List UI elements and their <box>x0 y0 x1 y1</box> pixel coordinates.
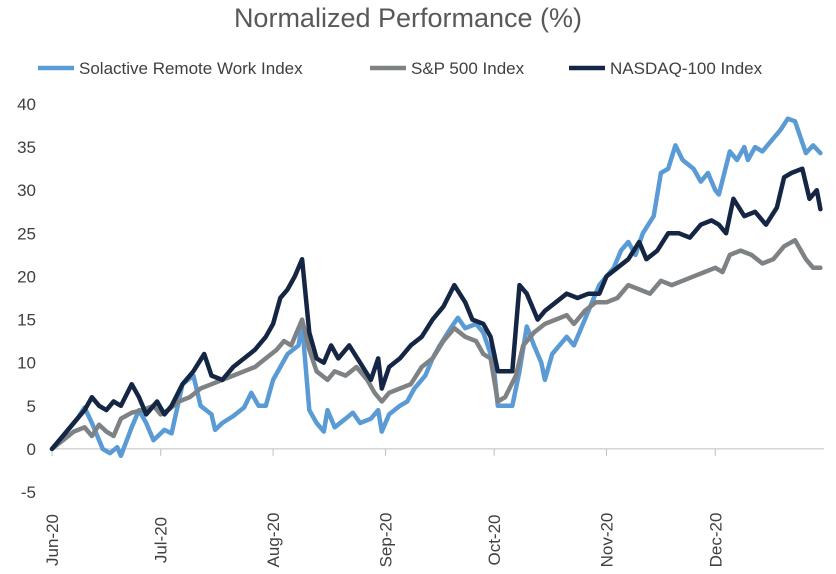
y-axis: -5 0 5 10 15 20 25 30 35 40 <box>17 95 36 502</box>
y-tick-label: 40 <box>17 95 36 114</box>
y-tick-label: 30 <box>17 181 36 200</box>
y-tick-label: 15 <box>17 311 36 330</box>
y-tick-label: -5 <box>21 483 36 502</box>
x-tick-label: Jul-20 <box>152 517 171 563</box>
y-tick-label: 0 <box>27 440 36 459</box>
chart-title: Normalized Performance (%) <box>234 3 582 33</box>
chart-legend: Solactive Remote Work Index S&P 500 Index… <box>38 59 763 78</box>
x-tick-label: Oct-20 <box>485 514 504 565</box>
y-tick-label: 20 <box>17 267 36 286</box>
series-line <box>49 166 823 452</box>
x-tick-label: Dec-20 <box>706 513 725 568</box>
series-lines <box>49 116 823 459</box>
y-tick-label: 5 <box>27 397 36 416</box>
y-tick-label: 35 <box>17 138 36 157</box>
y-tick-label: 10 <box>17 354 36 373</box>
y-tick-label: 25 <box>17 224 36 243</box>
x-axis: Jun-20 Jul-20 Aug-20 Sep-20 Oct-20 Nov-20 Dec-… <box>43 448 824 568</box>
legend-label: S&P 500 Index <box>411 59 525 78</box>
x-tick-label: Sep-20 <box>376 513 395 568</box>
series-line <box>49 237 823 452</box>
legend-label: Solactive Remote Work Index <box>79 59 303 78</box>
x-tick-label: Aug-20 <box>264 513 283 568</box>
legend-label: NASDAQ-100 Index <box>610 59 763 78</box>
x-tick-label: Nov-20 <box>598 513 617 568</box>
x-tick-label: Jun-20 <box>43 514 62 566</box>
series-line <box>49 116 823 459</box>
